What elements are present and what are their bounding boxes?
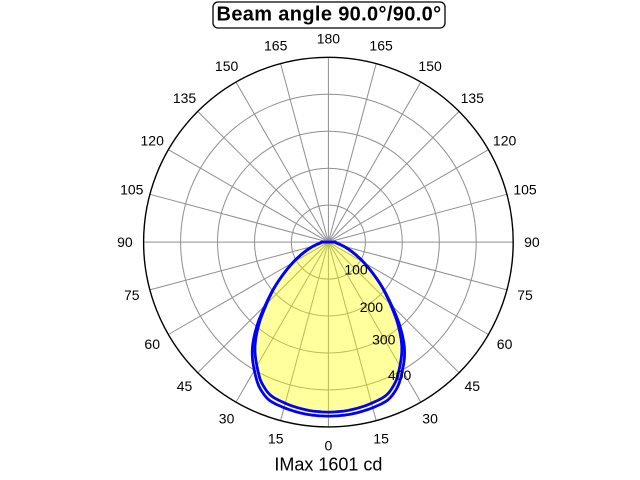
svg-text:30: 30 (422, 410, 438, 426)
svg-text:150: 150 (215, 58, 239, 74)
svg-text:IMax 1601 cd: IMax 1601 cd (274, 455, 382, 475)
svg-text:45: 45 (177, 378, 193, 394)
svg-text:135: 135 (461, 90, 485, 106)
svg-text:400: 400 (388, 367, 412, 383)
svg-text:120: 120 (493, 132, 517, 148)
svg-text:135: 135 (173, 90, 197, 106)
svg-text:90: 90 (524, 234, 540, 250)
svg-text:60: 60 (144, 336, 160, 352)
svg-text:15: 15 (373, 431, 389, 447)
svg-text:150: 150 (418, 58, 442, 74)
svg-text:105: 105 (513, 181, 537, 197)
svg-text:165: 165 (264, 38, 288, 54)
svg-text:75: 75 (517, 287, 533, 303)
svg-text:90: 90 (117, 234, 133, 250)
svg-text:120: 120 (141, 132, 165, 148)
svg-text:200: 200 (360, 299, 384, 315)
svg-text:0: 0 (325, 438, 333, 454)
svg-text:100: 100 (344, 262, 368, 278)
svg-text:15: 15 (268, 431, 284, 447)
svg-text:60: 60 (497, 336, 513, 352)
svg-text:75: 75 (124, 287, 140, 303)
svg-text:45: 45 (465, 378, 481, 394)
svg-text:30: 30 (219, 410, 235, 426)
svg-text:105: 105 (120, 181, 144, 197)
svg-text:165: 165 (369, 38, 393, 54)
svg-text:Beam angle 90.0°/90.0°: Beam angle 90.0°/90.0° (217, 4, 442, 26)
svg-text:300: 300 (372, 331, 396, 347)
svg-text:180: 180 (317, 31, 341, 47)
